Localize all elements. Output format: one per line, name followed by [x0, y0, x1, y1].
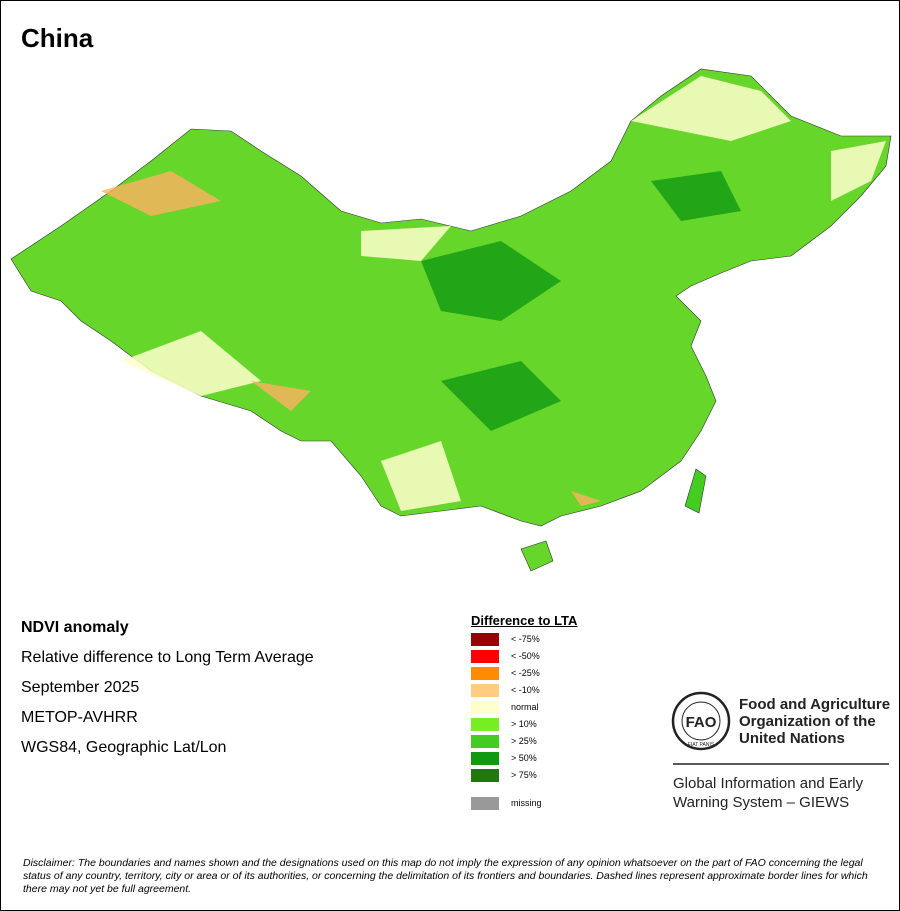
- legend-swatch: [471, 701, 499, 714]
- system-name: Warning System – GIEWS: [673, 794, 850, 811]
- legend-label: > 75%: [511, 770, 537, 780]
- taiwan: [684, 468, 707, 514]
- legend-label: normal: [511, 702, 539, 712]
- fao-emblem: FAO FIAT PANIS: [671, 691, 731, 751]
- info-line: NDVI anomaly: [21, 619, 129, 636]
- dark-green-patch: [421, 171, 741, 431]
- info-line: WGS84, Geographic Lat/Lon: [21, 739, 227, 756]
- legend-label: > 10%: [511, 719, 537, 729]
- legend-swatch: [471, 752, 499, 765]
- legend-swatch: [471, 718, 499, 731]
- org-name: United Nations: [739, 730, 845, 747]
- legend-label: < -50%: [511, 651, 540, 661]
- org-name: Food and Agriculture: [739, 696, 891, 713]
- legend-label: > 25%: [511, 736, 537, 746]
- legend-label: missing: [511, 798, 542, 808]
- legend-title: Difference to LTA: [471, 613, 578, 628]
- legend-swatch: [471, 684, 499, 697]
- hainan: [520, 540, 554, 572]
- legend-label: < -25%: [511, 668, 540, 678]
- legend-swatch: [471, 735, 499, 748]
- map-title: China: [21, 23, 94, 53]
- org-name: Organization of the: [739, 713, 876, 730]
- legend-swatch: [471, 650, 499, 663]
- legend-swatch: [471, 633, 499, 646]
- legend-label: > 50%: [511, 753, 537, 763]
- info-line: METOP-AVHRR: [21, 709, 138, 726]
- legend-swatch: [471, 667, 499, 680]
- legend-swatch: [471, 797, 499, 810]
- legend-label: < -10%: [511, 685, 540, 695]
- legend-swatch: [471, 769, 499, 782]
- dry-patch: [101, 171, 601, 506]
- emblem-text: FAO: [686, 714, 717, 731]
- info-line: Relative difference to Long Term Average: [21, 649, 314, 666]
- legend-label: < -75%: [511, 634, 540, 644]
- disclaimer: Disclaimer: The boundaries and names sho…: [23, 857, 868, 895]
- emblem-motto: FIAT PANIS: [688, 742, 715, 748]
- info-line: September 2025: [21, 679, 140, 696]
- system-name: Global Information and Early: [673, 775, 864, 792]
